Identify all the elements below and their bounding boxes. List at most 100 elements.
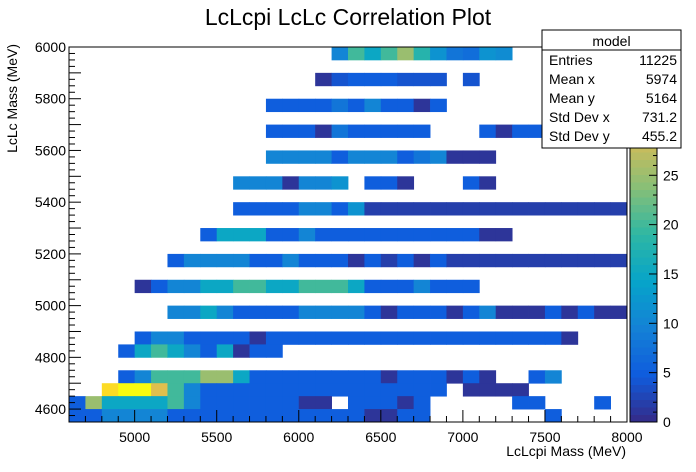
heatmap-cell <box>479 228 497 242</box>
heatmap-cell <box>183 279 201 294</box>
stats-box-title: model <box>592 33 630 49</box>
heatmap-cell <box>134 383 152 397</box>
heatmap-cell <box>298 176 316 190</box>
heatmap-cell <box>610 202 628 216</box>
heatmap-cell <box>380 47 398 61</box>
color-bar-segment <box>630 197 657 205</box>
heatmap-cell <box>249 305 267 319</box>
heatmap-cell <box>397 150 415 164</box>
heatmap-cell <box>118 383 136 397</box>
heatmap-cell <box>364 396 382 410</box>
color-bar-segment <box>630 272 657 280</box>
stats-row-label: Entries <box>549 52 593 68</box>
heatmap-cell <box>462 305 480 319</box>
heatmap-cell <box>495 202 513 216</box>
heatmap-cell <box>315 228 332 242</box>
stats-row-label: Std Dev x <box>549 109 610 125</box>
y-tick-label: 5400 <box>35 194 66 210</box>
heatmap-cell <box>134 370 152 384</box>
heatmap-cell <box>610 305 628 319</box>
heatmap-cell <box>512 396 529 410</box>
heatmap-cell <box>298 150 316 164</box>
heatmap-cell <box>298 98 316 113</box>
heatmap-cell <box>183 409 201 423</box>
heatmap-cell <box>282 305 300 319</box>
color-bar-segment <box>630 204 657 213</box>
heatmap-cell <box>265 176 283 190</box>
heatmap-cell <box>512 202 529 216</box>
heatmap-cell <box>282 202 300 216</box>
heatmap-cell <box>167 279 185 294</box>
heatmap-cell <box>446 202 464 216</box>
color-bar-segment <box>630 234 657 243</box>
heatmap-cell <box>495 124 513 138</box>
heatmap-cell <box>331 150 349 164</box>
heatmap-cell <box>265 150 283 164</box>
heatmap-cell <box>348 202 365 216</box>
color-bar-segment <box>630 369 657 378</box>
heatmap-cell <box>397 383 415 397</box>
heatmap-cell <box>315 150 332 164</box>
heatmap-cell <box>167 409 185 423</box>
heatmap-cell <box>233 331 250 345</box>
heatmap-cell <box>315 383 332 397</box>
heatmap-cell <box>364 176 382 190</box>
heatmap-cell <box>430 370 447 384</box>
heatmap-cell <box>282 279 300 294</box>
color-bar-segment <box>630 159 657 168</box>
heatmap-cell <box>413 370 431 384</box>
color-bar-segment <box>630 174 657 183</box>
heatmap-cell <box>216 305 234 319</box>
heatmap-cell <box>200 279 218 294</box>
heatmap-cell <box>167 396 185 410</box>
heatmap-cell <box>364 305 382 319</box>
heatmap-cell <box>216 253 234 268</box>
heatmap-cell <box>167 344 185 358</box>
heatmap-cell <box>282 370 300 384</box>
heatmap-cell <box>298 409 316 423</box>
heatmap-cell <box>397 253 415 268</box>
heatmap-cell <box>544 305 562 319</box>
heatmap-cell <box>298 370 316 384</box>
heatmap-cell <box>430 72 447 87</box>
y-tick-label: 5600 <box>35 142 66 158</box>
heatmap-cell <box>479 383 497 397</box>
y-tick-label: 6000 <box>35 39 66 55</box>
heatmap-cell <box>364 279 382 294</box>
heatmap-cell <box>462 176 480 190</box>
heatmap-cell <box>85 396 103 410</box>
heatmap-cell <box>528 124 546 138</box>
heatmap-cell <box>233 228 250 242</box>
heatmap-cell <box>380 150 398 164</box>
heatmap-cell <box>397 47 415 61</box>
heatmap-cell <box>183 383 201 397</box>
heatmap-cell <box>446 370 464 384</box>
heatmap-cell <box>233 305 250 319</box>
heatmap-cell <box>380 124 398 138</box>
heatmap-cell <box>265 370 283 384</box>
y-axis-label: LcLc Mass (MeV) <box>4 44 20 153</box>
heatmap-cell <box>167 305 185 319</box>
color-bar-segment <box>630 287 657 295</box>
heatmap-cell <box>413 396 431 410</box>
heatmap-cell <box>397 370 415 384</box>
heatmap-cell <box>200 228 218 242</box>
heatmap-cell <box>282 176 300 190</box>
heatmap-cell <box>315 370 332 384</box>
heatmap-cell <box>151 396 168 410</box>
color-bar-segment <box>630 227 657 235</box>
y-tick-label: 5200 <box>35 246 66 262</box>
heatmap-cell <box>479 150 497 164</box>
heatmap-cell <box>397 331 415 345</box>
heatmap-cell <box>233 176 250 190</box>
heatmap-cell <box>233 202 250 216</box>
heatmap-cell <box>298 331 316 345</box>
heatmap-cell <box>544 370 562 384</box>
heatmap-cell <box>380 98 398 113</box>
heatmap-cell <box>397 279 415 294</box>
heatmap-cell <box>183 396 201 410</box>
heatmap-cell <box>561 202 579 216</box>
x-tick-label: 6000 <box>283 429 314 445</box>
stats-row-label: Mean x <box>549 71 595 87</box>
heatmap-cell <box>331 370 349 384</box>
